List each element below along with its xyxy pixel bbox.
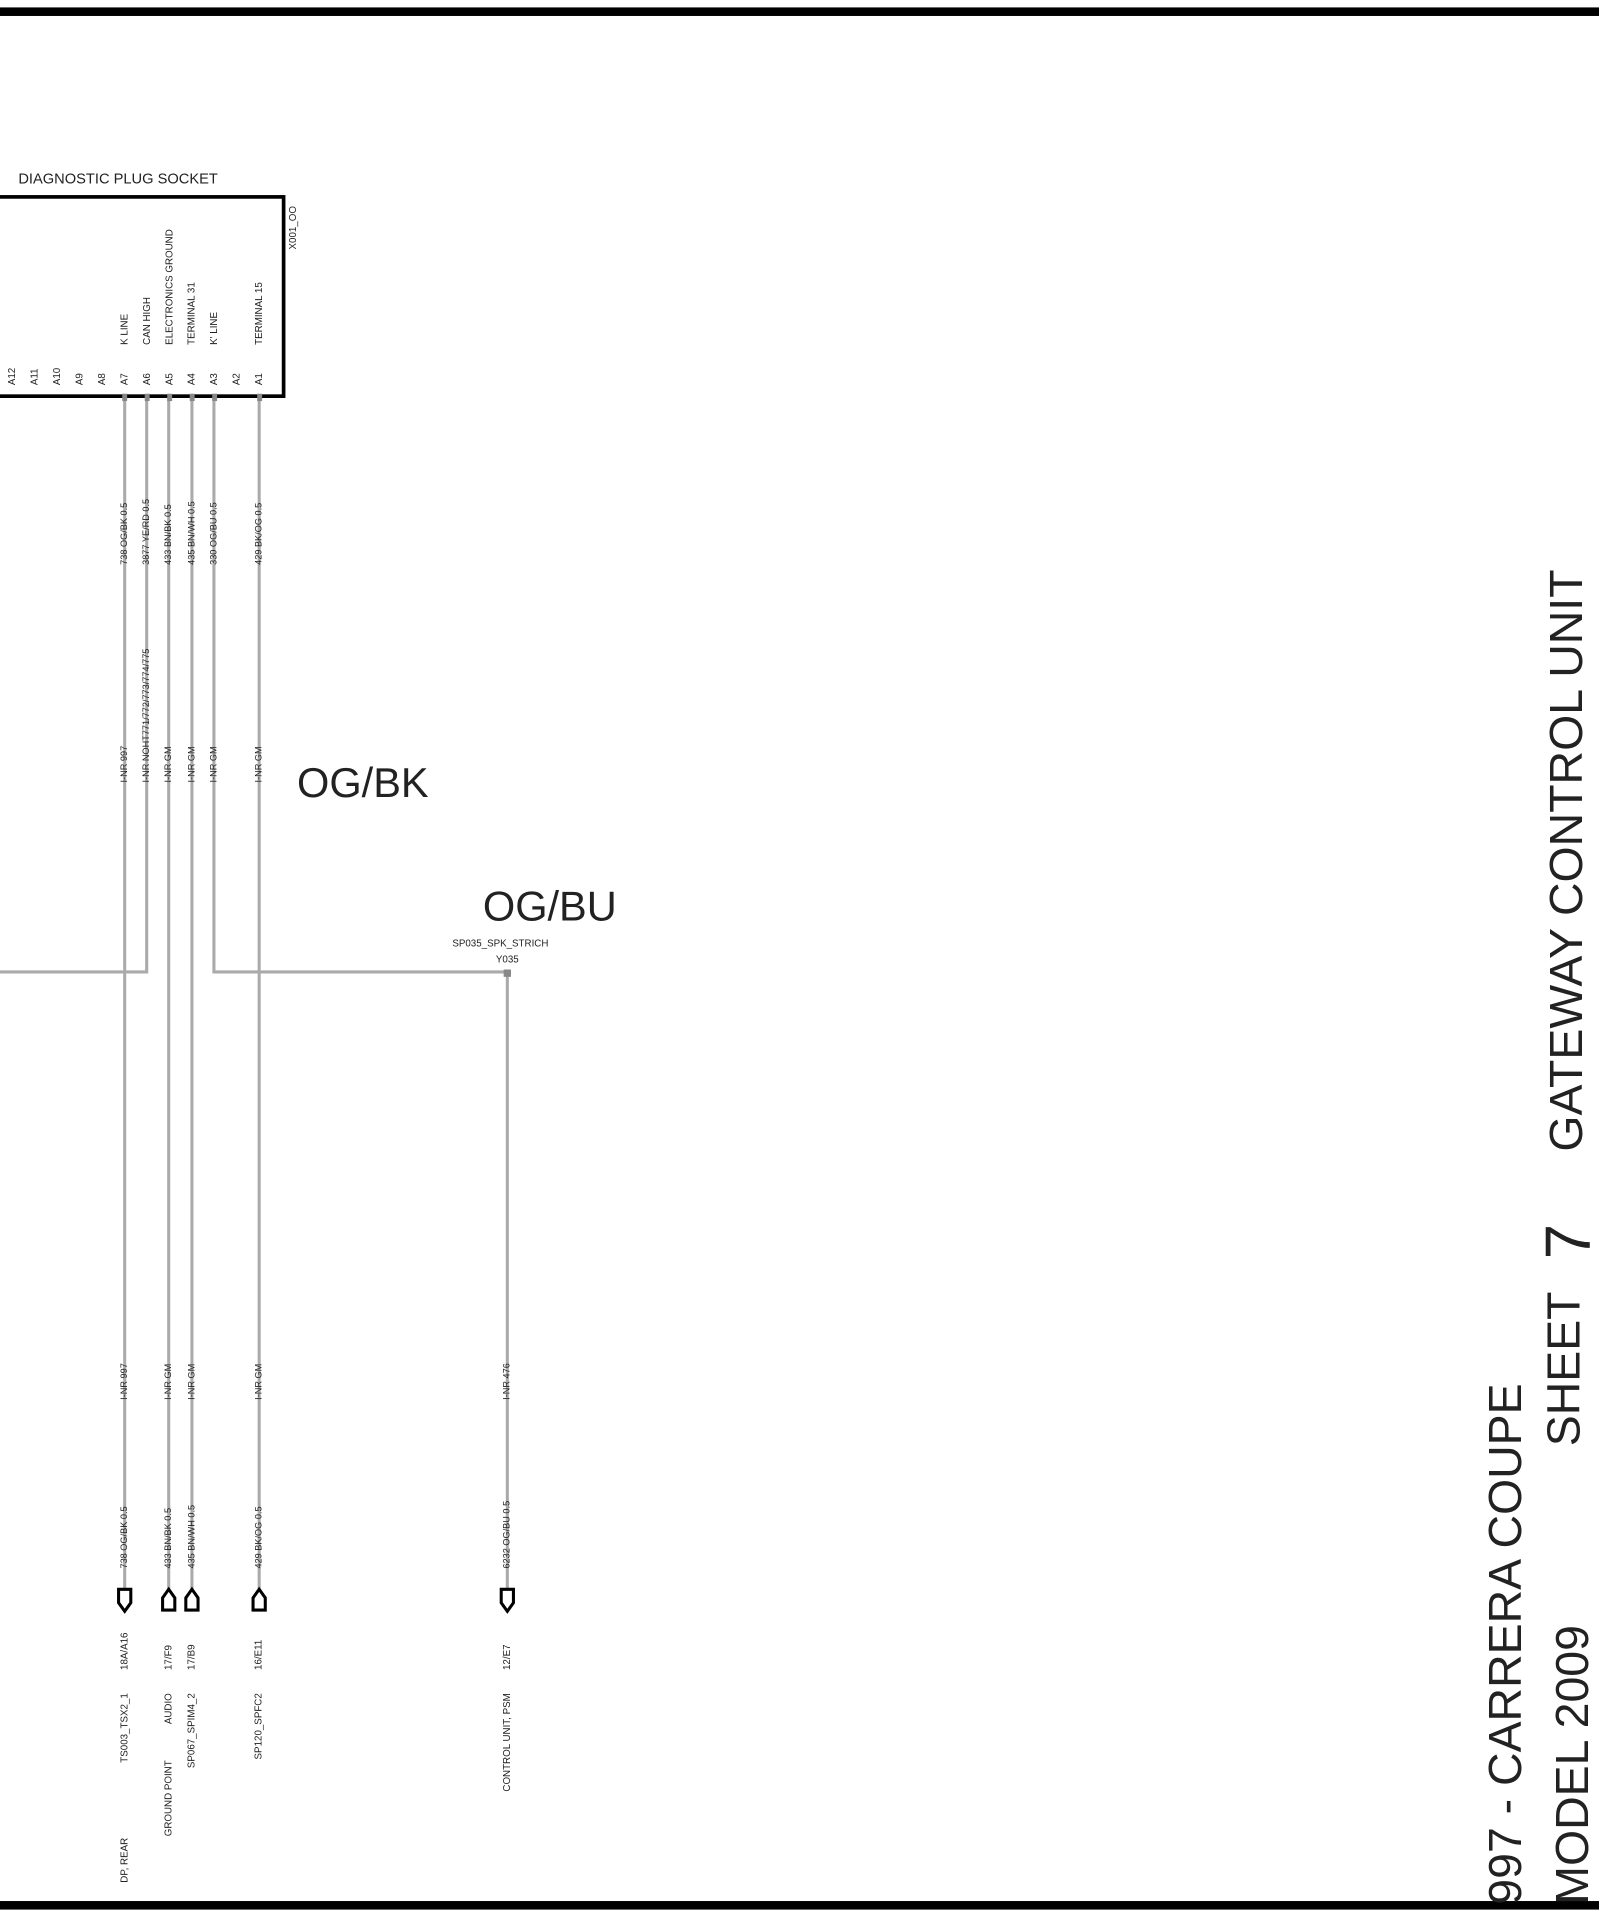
connector-symbol: [184, 1586, 200, 1612]
color-callout: OG/BK: [297, 759, 429, 806]
destination-name: DP, REAR: [119, 1838, 130, 1883]
wire-label: 429 BK/OG 0.5: [254, 1506, 264, 1568]
pin-stub: [257, 393, 263, 402]
pin-name: TERMINAL 15: [254, 282, 265, 345]
pin-stub: [212, 393, 218, 402]
pin-id: A11: [29, 369, 40, 386]
splice-name: SP035_SPK_STRICH: [452, 938, 548, 949]
pin-id: A8: [97, 373, 108, 385]
pin-stub: [144, 393, 150, 402]
pin-id: A6: [142, 373, 153, 385]
wire-ref: I-NR GM: [254, 1364, 264, 1400]
pin-stub: [122, 393, 128, 402]
pin-id: A7: [119, 373, 130, 385]
wire-ref: I-NR GM: [208, 746, 218, 782]
top-border: [0, 7, 1599, 16]
connector-symbol: [499, 1587, 515, 1614]
connector-box: [0, 195, 286, 398]
wire-ref: I-NR GM: [163, 746, 173, 782]
wire-ref: I-NR GM: [254, 746, 264, 782]
pin-id: A10: [52, 367, 63, 385]
connector-symbol: [117, 1587, 133, 1614]
title-block-sheet-label: SHEET: [1537, 1291, 1589, 1446]
pin-id: A4: [187, 373, 198, 386]
pin-id: A3: [209, 373, 220, 385]
pin-stub: [167, 393, 173, 402]
title-block-model: 997 - CARRERA COUPE: [1479, 1383, 1531, 1904]
component-title: DIAGNOSTIC PLUG SOCKET: [18, 172, 218, 188]
pin-id: A1: [254, 373, 265, 385]
destination-detail: SP120_SPFC2: [254, 1693, 265, 1759]
destination-detail: AUDIO: [163, 1693, 174, 1724]
pin-id: A5: [164, 373, 175, 386]
wires: [0, 397, 509, 1590]
splice-point: [503, 969, 511, 977]
wire-label: 429 BK/OG 0.5: [254, 503, 264, 565]
wire-label: 738 OG/BK 0.5: [119, 503, 129, 565]
location: 12/E7: [502, 1644, 513, 1670]
color-callout: OG/BU: [483, 883, 617, 930]
wire-ref: I-NR NOHT771/772/773/774/775: [141, 649, 151, 783]
wire-ref: I-NR 476: [502, 1363, 512, 1400]
wire-label: 435 BN/WH 0.5: [186, 1505, 196, 1569]
location: 17/B9: [187, 1644, 198, 1670]
pin-id: A2: [232, 373, 243, 385]
location: 17/F9: [163, 1645, 174, 1670]
wire-label: 435 BN/WH 0.5: [186, 501, 196, 565]
pin-name: ELECTRONICS GROUND: [164, 229, 175, 345]
pin-name: K' LINE: [209, 312, 220, 345]
location: 18A/A16: [119, 1633, 130, 1670]
wire-ref: I-NR GM: [186, 746, 196, 782]
wire-ref: I-NR GM: [163, 1364, 173, 1400]
pin-id: A12: [7, 368, 18, 385]
wire-label: 330 OG/BU 0.5: [208, 502, 218, 565]
bottom-border: [0, 1901, 1599, 1910]
location: 16/E11: [254, 1640, 265, 1670]
pin-id: A9: [74, 373, 85, 385]
connector-symbol: [161, 1586, 177, 1612]
pin-name: CAN HIGH: [142, 297, 153, 345]
wire-label: 433 BN/BK 0.5: [163, 1508, 173, 1569]
title-block-title: GATEWAY CONTROL UNIT: [1540, 569, 1592, 1151]
destination-detail: CONTROL UNIT, PSM: [502, 1693, 513, 1791]
pin-name: K LINE: [119, 313, 130, 344]
wire-label: 3877 YE/RD 0.5: [141, 499, 151, 565]
wire-ref: I-NR GM: [186, 1364, 196, 1400]
pin-name: TERMINAL 31: [187, 282, 198, 345]
destination-detail: TS003_TSX2_1: [119, 1693, 130, 1763]
wire-label: 433 BN/BK 0.5: [163, 504, 173, 565]
wire-ref: I-NR 997: [119, 746, 129, 783]
wire-ref: I-NR 997: [119, 1363, 129, 1400]
wire-label: 738 OG/BK 0.5: [119, 1506, 129, 1568]
pin-stub: [189, 393, 195, 402]
destination-name: GROUND POINT: [163, 1760, 174, 1836]
connector-symbol: [251, 1586, 267, 1612]
component-id: X001_OO: [288, 206, 299, 250]
splice-id: Y035: [496, 954, 519, 965]
wire-label: 6232 OG/BU 0.5: [502, 1501, 512, 1569]
destination-detail: SP067_SPIM4_2: [187, 1693, 198, 1768]
title-block-year: MODEL 2009: [1546, 1625, 1598, 1905]
title-block-sheet-number: 7: [1533, 1224, 1599, 1259]
